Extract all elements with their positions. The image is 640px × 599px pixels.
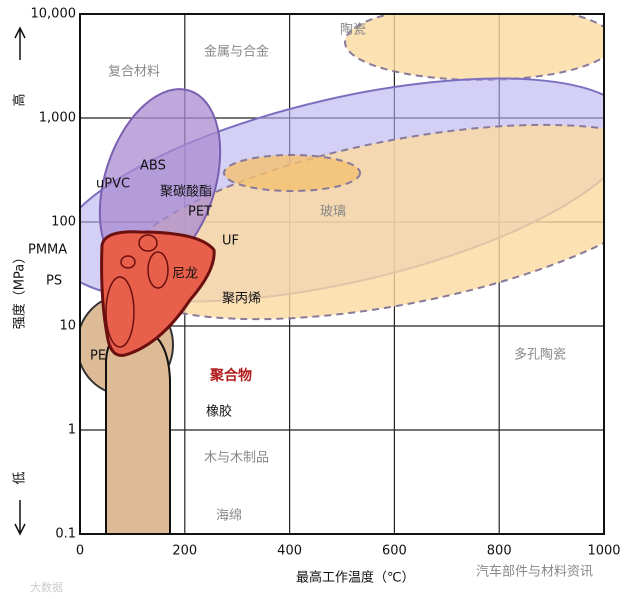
x-tick-label: 200 — [172, 544, 197, 559]
y-high: 高 — [12, 93, 28, 106]
region-label: 聚丙烯 — [222, 292, 261, 307]
region-label: PET — [188, 205, 212, 220]
region-label: PS — [46, 274, 62, 289]
small-region — [147, 251, 169, 289]
region-label: 橡胶 — [206, 404, 232, 420]
region-label: ABS — [140, 159, 166, 174]
region-label: 聚碳酸酯 — [160, 185, 212, 200]
region-label: 聚合物 — [209, 367, 252, 384]
watermark: 汽车部件与材料资讯 — [476, 564, 593, 580]
region-label: 木与木制品 — [204, 451, 269, 466]
arrow-down — [14, 500, 26, 536]
x-tick-label: 400 — [277, 544, 302, 559]
y-tick-label: 1,000 — [39, 111, 76, 126]
region-label: uPVC — [96, 177, 130, 192]
x-tick-label: 0 — [76, 544, 84, 559]
pe-region — [105, 276, 135, 348]
region-label: 海绵 — [216, 509, 242, 524]
x-tick-label: 800 — [487, 544, 512, 559]
regions — [80, 14, 604, 534]
region-label: PE — [90, 349, 106, 364]
arrow-up — [14, 26, 26, 60]
region-label: 金属与合金 — [204, 44, 269, 60]
region-label: 玻璃 — [320, 205, 346, 220]
region-label: PMMA — [28, 243, 67, 258]
watermark: 大数据 — [30, 580, 63, 594]
small-region — [138, 234, 158, 252]
y-tick-label: 100 — [51, 215, 76, 230]
plot-frame — [79, 13, 605, 535]
region-label: 复合材料 — [108, 65, 160, 80]
foam-rubber-region — [105, 326, 171, 534]
region-label: UF — [222, 234, 239, 249]
x-tick-label: 1000 — [587, 544, 620, 559]
region-label: 尼龙 — [172, 267, 198, 282]
porous-ceramics-region — [118, 123, 604, 321]
y-low: 低 — [13, 471, 28, 484]
y-tick-label: 0.1 — [55, 527, 76, 542]
x-tick-label: 600 — [382, 544, 407, 559]
y-tick-label: 10 — [59, 319, 76, 334]
y-tick-label: 1 — [68, 423, 76, 438]
ceramics-region — [344, 14, 604, 81]
y-tick-label: 10,000 — [31, 7, 77, 22]
y-axis-label: 强度（MPa） — [12, 251, 28, 329]
glass-region — [223, 154, 361, 192]
x-axis-label: 最高工作温度（℃） — [296, 570, 415, 586]
region-label: 多孔陶瓷 — [514, 347, 566, 363]
small-region — [120, 255, 136, 269]
region-label: 陶瓷 — [340, 22, 366, 38]
